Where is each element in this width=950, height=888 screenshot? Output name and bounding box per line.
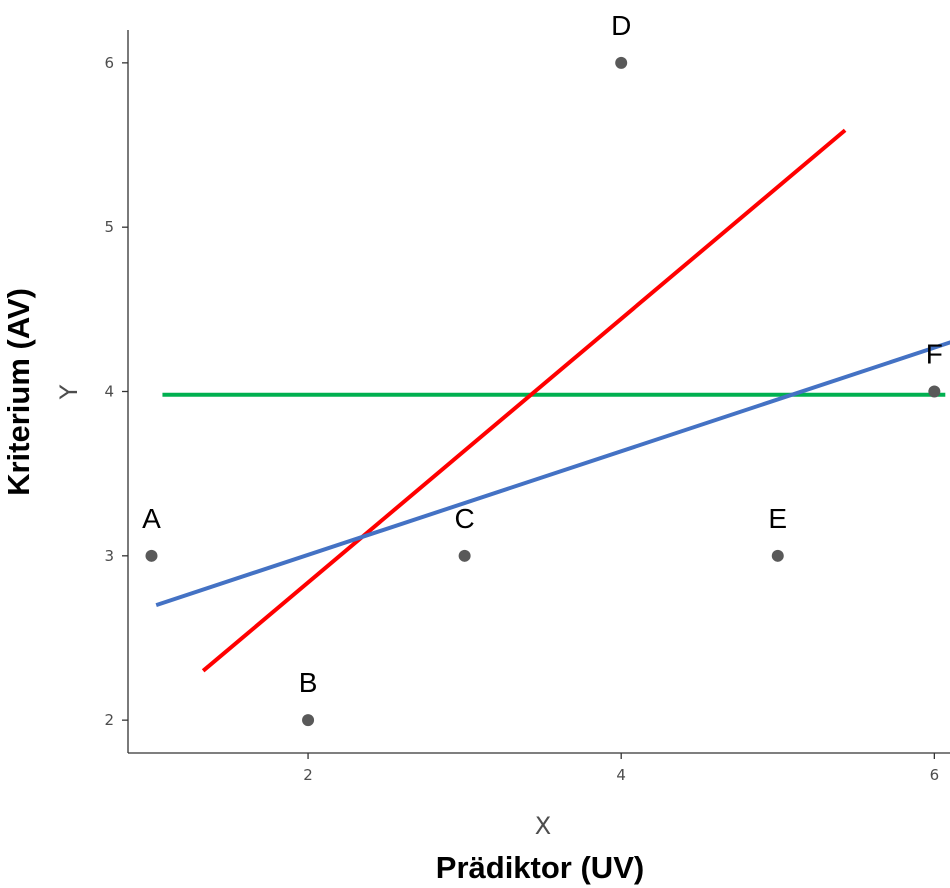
data-point-f [928,385,941,398]
data-point-e [771,549,784,562]
point-labels: A B C D E F [142,10,943,698]
y-tick-label: 6 [104,54,114,72]
point-label-a: A [142,503,161,534]
data-points [145,56,941,727]
point-label-f: F [926,339,943,370]
regression-line-blue [155,340,950,608]
data-point-a [145,549,158,562]
y-axis-label: Y [55,384,83,400]
y-tick-label: 2 [104,711,114,729]
x-tick-label: 6 [930,766,940,784]
point-label-e: E [768,503,787,534]
point-label-c: C [455,503,475,534]
y-axis-title: Kriterium (AV) [1,288,36,496]
y-tick-label: 3 [104,547,114,565]
y-tick-label: 5 [104,218,114,236]
x-axis-title: Prädiktor (UV) [436,850,644,885]
x-axis-label: X [535,812,551,840]
x-ticks: 2 4 6 [303,753,939,784]
fit-lines [155,128,950,673]
y-tick-label: 4 [104,383,114,401]
fit-line-red [201,128,847,673]
x-tick-label: 2 [303,766,313,784]
y-ticks: 2 3 4 5 6 [104,54,128,729]
axes [127,30,950,754]
point-label-d: D [611,10,631,41]
data-point-b [302,714,315,727]
data-point-c [458,549,471,562]
data-point-d [615,56,628,69]
point-label-b: B [299,667,318,698]
x-tick-label: 4 [616,766,626,784]
